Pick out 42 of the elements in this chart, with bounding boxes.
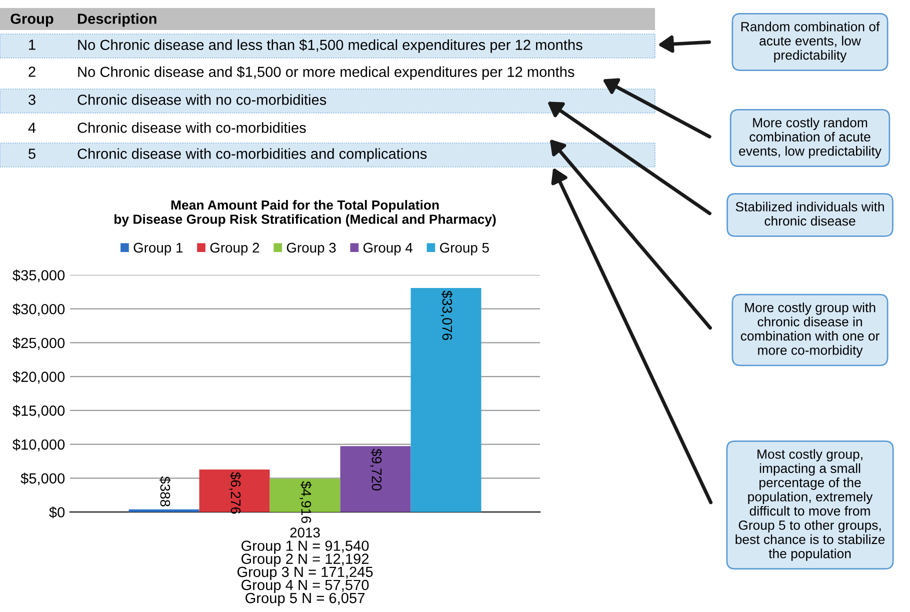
- bar: [340, 446, 411, 512]
- y-tick-label: $5,000: [20, 472, 65, 486]
- data-label: $33,076: [440, 290, 453, 340]
- bar: [199, 470, 270, 512]
- text: No Chronic disease and $1,500 or more medical expenditures per 12 months: [78, 66, 574, 80]
- data-label: $388: [159, 476, 171, 506]
- x-axis-title: Group 1 N = 91,540 Group 2 N = 12,192 Group 3 N = 171,245 Group 4 N = 57,570 Group 5 N = 6,057: [237, 540, 373, 606]
- legend-label: Group 5: [440, 242, 489, 256]
- text: Description: [78, 13, 156, 27]
- text: Random combination of acute events, low predictability: [741, 22, 880, 62]
- text: Chronic disease with co-morbidities and complications: [78, 148, 427, 162]
- y-tick-label: $10,000: [12, 438, 65, 452]
- bar: [410, 288, 482, 512]
- text: Chronic disease with co-morbidities: [78, 122, 306, 133]
- text: Most costly group, impacting a small percentage of the population, extremely difficult to move from Group 5 to other groups, best chance is to stabilize the population: [736, 449, 885, 561]
- text: More costly random combination of acute events, low predictability: [739, 118, 882, 158]
- text: 5: [28, 148, 36, 159]
- y-tick-label: $20,000: [12, 371, 65, 384]
- y-tick-label: $30,000: [12, 303, 65, 316]
- chart-title: Mean Amount Paid for the Total Population by Disease Group Risk Stratification (Medical and Pharmacy): [114, 200, 496, 227]
- legend-label: Group 2: [210, 242, 260, 256]
- text: 3: [28, 94, 36, 105]
- y-tick-label: $0: [49, 506, 65, 518]
- data-label: $4,916: [300, 481, 312, 523]
- text: 1: [29, 40, 36, 50]
- text: Chronic disease with no co-morbidities: [78, 94, 326, 105]
- text: 4: [28, 122, 36, 133]
- data-label: $9,720: [370, 448, 382, 490]
- y-tick-label: $25,000: [12, 337, 65, 350]
- legend-label: Group 1: [134, 242, 183, 256]
- data-label: $6,276: [229, 472, 242, 514]
- legend-label: Group 3: [286, 242, 336, 256]
- text: No Chronic disease and less than $1,500 medical expenditures per 12 months: [78, 39, 582, 53]
- bar: [128, 509, 200, 512]
- text: More costly group with chronic disease in combination with one or more co-morbidity: [740, 302, 880, 358]
- x-tick-label: 2013: [290, 528, 320, 538]
- text: Group: [10, 14, 54, 27]
- legend-label: Group 4: [363, 242, 413, 256]
- y-tick-label: $35,000: [12, 269, 65, 282]
- y-tick-label: $15,000: [12, 404, 65, 418]
- text: Stabilized individuals with chronic disease: [736, 202, 884, 226]
- text: 2: [28, 66, 36, 77]
